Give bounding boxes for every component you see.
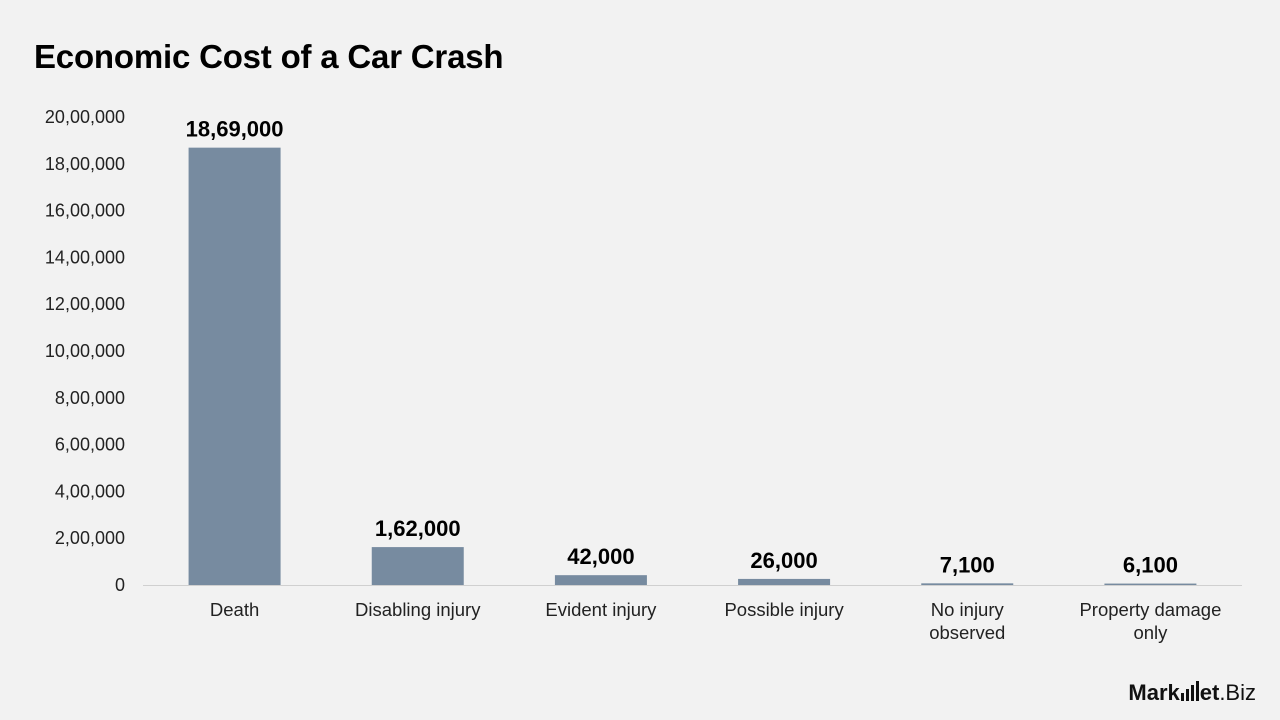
x-category-label: observed — [929, 622, 1005, 643]
x-category-label: Disabling injury — [355, 599, 481, 620]
y-tick-label: 16,00,000 — [45, 201, 125, 221]
y-tick-label: 8,00,000 — [55, 388, 125, 408]
bar — [738, 578, 831, 585]
y-tick-label: 14,00,000 — [45, 247, 125, 267]
bar — [188, 147, 281, 586]
data-label: 1,62,000 — [375, 516, 461, 541]
y-tick-label: 2,00,000 — [55, 528, 125, 548]
y-tick-label: 18,00,000 — [45, 154, 125, 174]
x-category-label: Evident injury — [545, 599, 657, 620]
data-label: 26,000 — [750, 548, 817, 573]
y-tick-label: 10,00,000 — [45, 341, 125, 361]
data-label: 7,100 — [940, 552, 995, 577]
bar — [371, 547, 464, 585]
bar-chart-icon — [1180, 681, 1199, 701]
brand-logo: Mark et .Biz — [1128, 680, 1256, 706]
x-category-label: No injury — [931, 599, 1005, 620]
chart-title: Economic Cost of a Car Crash — [34, 38, 504, 75]
y-tick-label: 12,00,000 — [45, 294, 125, 314]
bar — [1104, 583, 1197, 585]
data-label: 6,100 — [1123, 553, 1178, 578]
x-category-label: Death — [210, 599, 259, 620]
y-tick-label: 20,00,000 — [45, 107, 125, 127]
logo-text-left: Mark — [1128, 680, 1180, 705]
x-category-label: Property damage — [1079, 599, 1221, 620]
x-category-label: only — [1133, 622, 1168, 643]
logo-text-mid: et — [1199, 680, 1220, 705]
bar — [921, 583, 1014, 585]
bar — [554, 575, 647, 585]
data-label: 42,000 — [567, 544, 634, 569]
y-tick-label: 0 — [115, 575, 125, 595]
y-tick-label: 4,00,000 — [55, 481, 125, 501]
data-label: 18,69,000 — [186, 117, 284, 142]
x-category-label: Possible injury — [724, 599, 844, 620]
y-tick-label: 6,00,000 — [55, 435, 125, 455]
logo-text-right: .Biz — [1219, 680, 1256, 705]
